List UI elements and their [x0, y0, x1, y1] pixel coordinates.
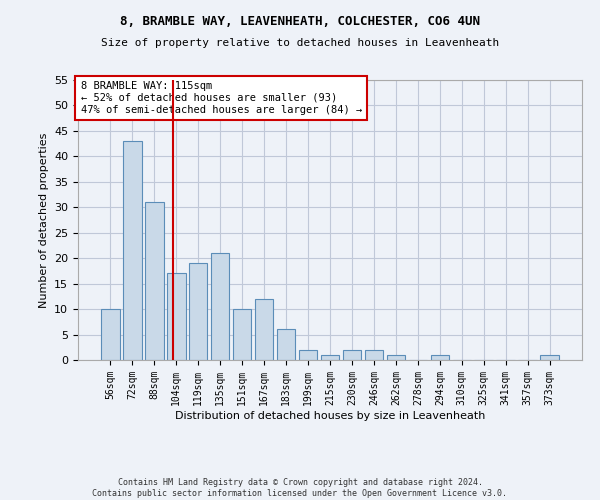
Bar	[211, 253, 229, 360]
Bar	[255, 299, 274, 360]
Bar	[189, 264, 208, 360]
Bar	[343, 350, 361, 360]
Bar	[365, 350, 383, 360]
Bar	[299, 350, 317, 360]
Text: 8, BRAMBLE WAY, LEAVENHEATH, COLCHESTER, CO6 4UN: 8, BRAMBLE WAY, LEAVENHEATH, COLCHESTER,…	[120, 15, 480, 28]
Bar	[101, 309, 119, 360]
Bar	[541, 355, 559, 360]
Bar	[277, 330, 295, 360]
Bar	[233, 309, 251, 360]
X-axis label: Distribution of detached houses by size in Leavenheath: Distribution of detached houses by size …	[175, 410, 485, 420]
Text: Contains HM Land Registry data © Crown copyright and database right 2024.
Contai: Contains HM Land Registry data © Crown c…	[92, 478, 508, 498]
Bar	[145, 202, 164, 360]
Bar	[167, 274, 185, 360]
Y-axis label: Number of detached properties: Number of detached properties	[38, 132, 49, 308]
Text: 8 BRAMBLE WAY: 115sqm
← 52% of detached houses are smaller (93)
47% of semi-deta: 8 BRAMBLE WAY: 115sqm ← 52% of detached …	[80, 82, 362, 114]
Bar	[431, 355, 449, 360]
Bar	[123, 141, 142, 360]
Text: Size of property relative to detached houses in Leavenheath: Size of property relative to detached ho…	[101, 38, 499, 48]
Bar	[320, 355, 340, 360]
Bar	[386, 355, 405, 360]
